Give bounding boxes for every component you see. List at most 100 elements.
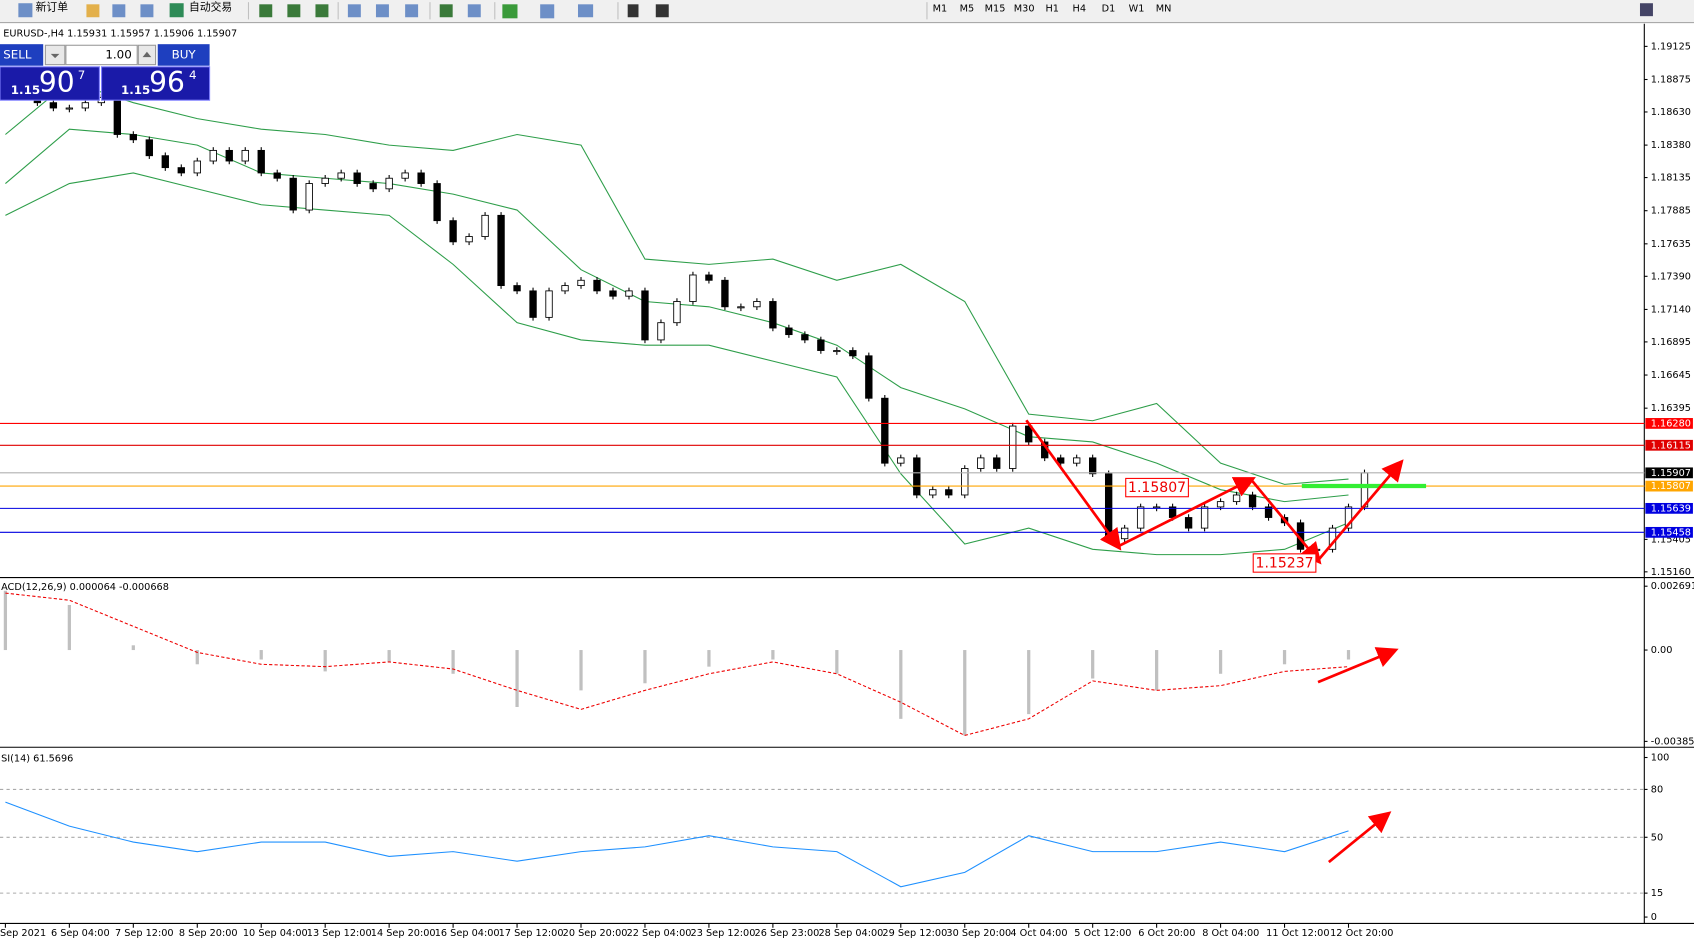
candle: [753, 301, 761, 308]
macd-bar: [899, 650, 903, 719]
icon[interactable]: [315, 4, 329, 18]
one-click-panel: SELL 1.00 BUY 1.15 90 7 1.15 96 4: [0, 44, 211, 101]
macd-bar: [259, 650, 263, 660]
icon[interactable]: [502, 4, 518, 19]
macd-bar: [451, 650, 455, 674]
candle: [257, 149, 265, 174]
timeframe-button[interactable]: W1: [1129, 4, 1145, 15]
icon[interactable]: [627, 4, 639, 18]
price-level-tag: [1645, 480, 1693, 492]
candle: [129, 134, 137, 141]
x-tick-label: 16 Sep 04:00: [435, 928, 500, 939]
panes: [0, 23, 1694, 924]
icon[interactable]: [347, 4, 361, 18]
candle: [1184, 517, 1193, 529]
timeframe-button[interactable]: M30: [1014, 4, 1035, 15]
icon[interactable]: [467, 4, 481, 18]
timeframe-button[interactable]: H4: [1073, 4, 1087, 15]
y-tick-label: 1.17140: [1651, 304, 1691, 315]
price-level-label: 1.16115: [1651, 440, 1691, 451]
auto-trading-icon[interactable]: [169, 3, 184, 18]
buy-label[interactable]: BUY: [172, 47, 197, 61]
candle: [849, 350, 857, 357]
candle: [689, 274, 697, 302]
annotation-box: [1125, 477, 1189, 498]
timeframe-button[interactable]: M1: [933, 4, 948, 15]
candle: [145, 139, 153, 157]
y-tick-label: 1.18135: [1651, 173, 1691, 184]
icon[interactable]: [259, 4, 273, 18]
macd-bar: [1218, 650, 1223, 674]
price-level-tag: [1645, 439, 1693, 451]
symbol-info: EURUSD-,H4 1.15931 1.15957 1.15906 1.159…: [3, 28, 237, 39]
candle: [369, 183, 377, 190]
price-level-tag: [1645, 467, 1693, 479]
x-tick-label: 14 Sep 20:00: [371, 928, 436, 939]
icon[interactable]: [405, 4, 419, 18]
y-tick-label: 0.002691: [1651, 581, 1694, 592]
y-tick-label: 1.19125: [1651, 41, 1691, 52]
buy-price-box[interactable]: [101, 66, 211, 101]
sell-button[interactable]: [0, 44, 44, 66]
sell-label[interactable]: SELL: [3, 47, 32, 61]
icon[interactable]: [375, 4, 389, 18]
candle: [417, 172, 425, 184]
candle: [497, 214, 505, 287]
timeframe-button[interactable]: M15: [985, 4, 1006, 15]
timeframe-button[interactable]: M5: [960, 4, 975, 15]
new-order-button[interactable]: 新订单: [36, 1, 69, 14]
icon[interactable]: [540, 4, 555, 19]
candle: [65, 107, 74, 110]
icon[interactable]: [287, 4, 301, 18]
new-order-icon[interactable]: [18, 3, 33, 18]
candle: [113, 96, 121, 135]
macd-bar: [579, 650, 583, 691]
auto-trading-button[interactable]: 自动交易: [189, 1, 232, 14]
arrow: [1025, 419, 1122, 551]
arrow: [1317, 647, 1399, 684]
candle: [1136, 506, 1145, 529]
macd-bar: [835, 650, 839, 674]
candle: [433, 183, 441, 222]
buy-button[interactable]: [157, 44, 210, 66]
x-tick-label: 28 Sep 04:00: [818, 928, 883, 939]
x-tick-label: 7 Sep 12:00: [115, 928, 174, 939]
candle: [1089, 457, 1097, 475]
x-tick-label: 4 Oct 04:00: [1010, 928, 1067, 939]
x-tick-label: 20 Sep 20:00: [563, 928, 628, 939]
macd-bar: [1091, 650, 1095, 679]
sell-price-box[interactable]: [0, 66, 100, 101]
arrow: [1250, 478, 1322, 565]
icon[interactable]: [112, 4, 126, 18]
icon[interactable]: [140, 4, 154, 18]
timeframe-button[interactable]: H1: [1046, 4, 1060, 15]
timeframe-button[interactable]: MN: [1156, 4, 1172, 15]
x-tick-label: 10 Sep 04:00: [243, 928, 308, 939]
icon[interactable]: [577, 4, 594, 18]
y-tick-label: 15: [1651, 888, 1663, 899]
icon[interactable]: [439, 4, 453, 18]
macd-bar: [323, 650, 327, 672]
candle: [833, 350, 841, 353]
icon[interactable]: [86, 4, 100, 18]
macd-bar: [963, 650, 967, 736]
icon[interactable]: [655, 4, 669, 18]
candle: [1025, 425, 1033, 443]
lot-input[interactable]: [65, 44, 138, 66]
candle: [913, 457, 921, 496]
candle: [1009, 425, 1017, 469]
candle: [737, 306, 745, 309]
sell-fraction: 7: [78, 68, 86, 82]
candle: [993, 457, 1001, 469]
y-tick-label: 80: [1651, 784, 1663, 795]
search-icon[interactable]: [1639, 3, 1653, 17]
sell-pips: 90: [39, 66, 75, 99]
candle: [785, 327, 793, 336]
macd-bar: [771, 650, 775, 660]
candle: [161, 155, 169, 169]
timeframe-button[interactable]: D1: [1102, 4, 1116, 15]
candle: [1120, 527, 1129, 540]
lot-value[interactable]: 1.00: [105, 47, 131, 61]
arrow: [1317, 459, 1404, 562]
x-tick-label: 17 Sep 12:00: [499, 928, 564, 939]
